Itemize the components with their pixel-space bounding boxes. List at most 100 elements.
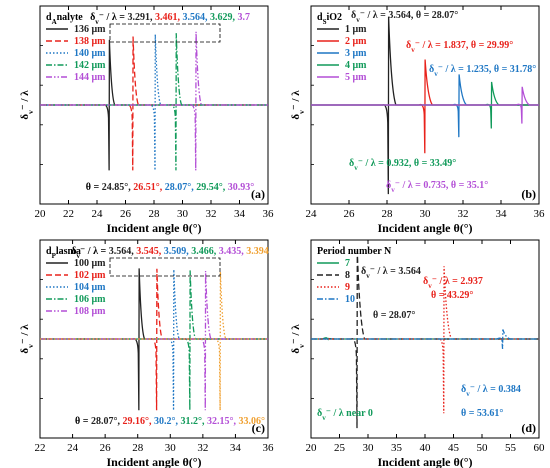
chart-panel-d: 20 25 30 35 40 45 50 55 60 Incident angle θ(°) δv⁻… bbox=[290, 239, 546, 468]
legend-entry: 4 μm bbox=[345, 60, 367, 71]
x-tick-label: 34 bbox=[234, 208, 246, 220]
annotation-label: δv⁻ / λ = 3.564, θ = 28.07° bbox=[351, 10, 458, 24]
legend-entry: 10 bbox=[345, 294, 355, 305]
legend-entry: 9 bbox=[345, 282, 350, 293]
legend-title: Period number N bbox=[317, 246, 392, 257]
annotation-label: θ = 53.61° bbox=[461, 408, 503, 419]
x-tick-label: 26 bbox=[100, 442, 112, 454]
annotation-bottom: θ = 24.85°, 26.51°, 28.07°, 29.54°, 30.9… bbox=[86, 182, 254, 193]
legend-entry: 140 μm bbox=[74, 48, 106, 59]
x-tick-label: 35 bbox=[391, 442, 403, 454]
x-tick-label: 40 bbox=[420, 442, 432, 454]
x-tick-label: 20 bbox=[306, 442, 318, 454]
annotation-label: δv⁻ / λ = 1.837, θ = 29.99° bbox=[406, 40, 513, 54]
legend-title: dAnalyte bbox=[46, 12, 83, 26]
x-axis-label: Incident angle θ(°) bbox=[106, 455, 201, 468]
annotation-label: δv⁻ / λ = 0.384 bbox=[461, 384, 521, 398]
x-tick-label: 50 bbox=[477, 442, 489, 454]
legend-entry: 136 μm bbox=[74, 24, 106, 35]
annotation-box bbox=[109, 257, 221, 277]
legend-entry: 8 bbox=[345, 270, 350, 281]
legend-title: dPlasma bbox=[46, 246, 81, 260]
x-tick-label: 55 bbox=[505, 442, 517, 454]
x-tick-label: 36 bbox=[263, 442, 275, 454]
legend-entry: 5 μm bbox=[345, 72, 367, 83]
x-tick-label: 30 bbox=[165, 442, 177, 454]
legend-entry: 1 μm bbox=[345, 24, 367, 35]
legend-title: dSiO2 bbox=[317, 12, 342, 26]
chart-panel-a: 20 22 24 26 28 30 32 34 36 Incident angle θ(°) δv⁻… bbox=[19, 5, 275, 235]
series-line bbox=[311, 86, 539, 124]
y-axis-label: δv⁻ / λ bbox=[290, 90, 306, 120]
legend-entry: 138 μm bbox=[74, 36, 106, 47]
annotation-label: δv⁻ / λ = 2.937 bbox=[423, 276, 483, 290]
panel-label: (b) bbox=[521, 187, 536, 201]
series-line bbox=[40, 270, 268, 411]
panel-label: (c) bbox=[252, 421, 265, 435]
chart-panel-b: 24 26 28 30 32 34 36 Incident angle θ(°) δv⁻ / λ… bbox=[290, 5, 546, 235]
annotation-label: δv⁻ / λ = 0.735, θ = 35.1° bbox=[386, 180, 488, 194]
series-line bbox=[311, 250, 539, 429]
legend-entry: 108 μm bbox=[74, 306, 106, 317]
legend-entry: 100 μm bbox=[74, 258, 106, 269]
legend-entry: 104 μm bbox=[74, 282, 106, 293]
x-axis-label: Incident angle θ(°) bbox=[377, 455, 472, 468]
series-line bbox=[40, 34, 268, 171]
x-tick-label: 45 bbox=[448, 442, 460, 454]
series-line bbox=[311, 329, 539, 349]
x-tick-label: 25 bbox=[334, 442, 346, 454]
annotation-label: θ = 43.29° bbox=[431, 290, 473, 301]
x-tick-label: 24 bbox=[92, 208, 104, 220]
x-tick-label: 28 bbox=[132, 442, 144, 454]
x-tick-label: 24 bbox=[306, 208, 318, 220]
x-tick-label: 36 bbox=[534, 208, 546, 220]
x-tick-label: 20 bbox=[35, 208, 47, 220]
annotation-top: δv⁻ / λ = 3.564, 3.545, 3.509, 3.466, 3.… bbox=[71, 246, 268, 260]
x-tick-label: 24 bbox=[67, 442, 79, 454]
panel-label: (d) bbox=[521, 421, 536, 435]
x-tick-label: 30 bbox=[363, 442, 375, 454]
x-tick-label: 22 bbox=[35, 442, 46, 454]
x-tick-label: 32 bbox=[458, 208, 469, 220]
series-line bbox=[40, 33, 268, 171]
x-tick-label: 28 bbox=[149, 208, 161, 220]
panel-label: (a) bbox=[251, 187, 265, 201]
annotation-label: δv⁻ / λ near 0 bbox=[317, 408, 373, 422]
legend-entry: 144 μm bbox=[74, 72, 106, 83]
annotation-label: δv⁻ / λ = 3.564 bbox=[361, 266, 421, 280]
x-tick-label: 34 bbox=[230, 442, 242, 454]
legend-entry: 2 μm bbox=[345, 36, 367, 47]
series-line bbox=[40, 31, 268, 171]
annotation-box bbox=[109, 23, 221, 43]
x-tick-label: 26 bbox=[120, 208, 132, 220]
annotation-bottom: θ = 28.07°, 29.16°, 30.2°, 31.2°, 32.15°… bbox=[75, 416, 265, 427]
x-tick-label: 34 bbox=[496, 208, 508, 220]
x-tick-label: 32 bbox=[206, 208, 217, 220]
x-tick-label: 36 bbox=[263, 208, 275, 220]
x-tick-label: 28 bbox=[382, 208, 394, 220]
x-axis-label: Incident angle θ(°) bbox=[377, 221, 472, 235]
series-line bbox=[40, 36, 268, 171]
y-axis-label: δv⁻ / λ bbox=[19, 90, 35, 120]
series-line bbox=[311, 266, 539, 414]
annotation-top: δv⁻ / λ = 3.291, 3.461, 3.564, 3.629, 3.… bbox=[90, 12, 250, 26]
y-axis-label: δv⁻ / λ bbox=[290, 324, 306, 354]
annotation-label: δv⁻ / λ = 0.932, θ = 33.49° bbox=[349, 158, 456, 172]
x-tick-label: 30 bbox=[420, 208, 432, 220]
annotation-label: θ = 28.07° bbox=[373, 310, 415, 321]
x-axis-label: Incident angle θ(°) bbox=[106, 221, 201, 235]
legend-entry: 7 bbox=[345, 258, 350, 269]
legend-entry: 102 μm bbox=[74, 270, 106, 281]
x-tick-label: 60 bbox=[534, 442, 546, 454]
legend-entry: 106 μm bbox=[74, 294, 106, 305]
chart-panel-c: 22 24 26 28 30 32 34 36 Incident angle θ(°) δv⁻ /… bbox=[19, 239, 275, 468]
x-tick-label: 26 bbox=[344, 208, 356, 220]
legend-entry: 3 μm bbox=[345, 48, 367, 59]
series-line bbox=[311, 337, 539, 341]
y-axis-label: δv⁻ / λ bbox=[19, 324, 35, 354]
